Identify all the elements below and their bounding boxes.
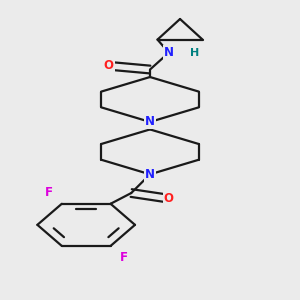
Text: N: N bbox=[164, 46, 174, 59]
Text: N: N bbox=[145, 168, 155, 181]
Text: O: O bbox=[104, 59, 114, 72]
Text: H: H bbox=[190, 48, 200, 58]
Text: N: N bbox=[145, 116, 155, 128]
Text: F: F bbox=[45, 186, 52, 199]
Text: O: O bbox=[164, 192, 174, 205]
Text: F: F bbox=[120, 251, 128, 264]
